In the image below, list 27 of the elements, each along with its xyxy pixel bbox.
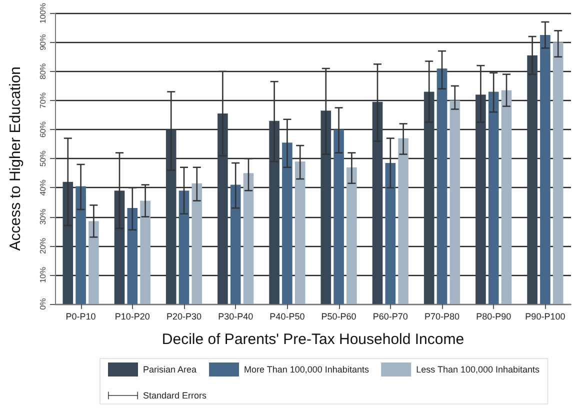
y-tick-label: 70%	[38, 92, 48, 108]
x-tick-label: P50-P60	[321, 312, 356, 322]
x-tick-label: P40-P50	[270, 312, 305, 322]
y-tick-label: 80%	[38, 63, 48, 80]
y-tick-label: 60%	[38, 122, 48, 138]
y-tick-label: 30%	[38, 208, 48, 225]
x-tick-label: P70-P80	[424, 312, 460, 322]
y-tick-label: 50%	[38, 150, 48, 167]
y-tick-label: 90%	[38, 34, 48, 50]
y-tick-label: 20%	[38, 238, 48, 254]
x-tick-label: P60-P70	[372, 312, 408, 322]
x-tick-label: P80-P90	[476, 312, 512, 322]
y-tick-label: 40%	[38, 180, 48, 196]
y-tick-label: 100%	[38, 2, 48, 24]
x-tick-label: P90-P100	[525, 312, 566, 322]
x-tick-label: P30-P40	[218, 312, 254, 322]
x-tick-label: P20-P30	[166, 312, 202, 322]
x-tick-label: P0-P10	[66, 312, 96, 322]
legend-label: More Than 100,000 Inhabitants	[244, 364, 370, 374]
x-tick-label: P10-P20	[114, 312, 150, 322]
y-axis-title: Access to Higher Education	[7, 66, 24, 251]
x-axis-title: Decile of Parents' Pre-Tax Household Income	[162, 331, 464, 348]
text: Standard Errors	[143, 390, 208, 400]
legend-label: Less Than 100,000 Inhabitants	[416, 364, 540, 374]
y-tick-label: 0%	[38, 298, 48, 310]
y-tick-label: 10%	[38, 266, 48, 283]
legend-label: Parisian Area	[143, 364, 197, 374]
